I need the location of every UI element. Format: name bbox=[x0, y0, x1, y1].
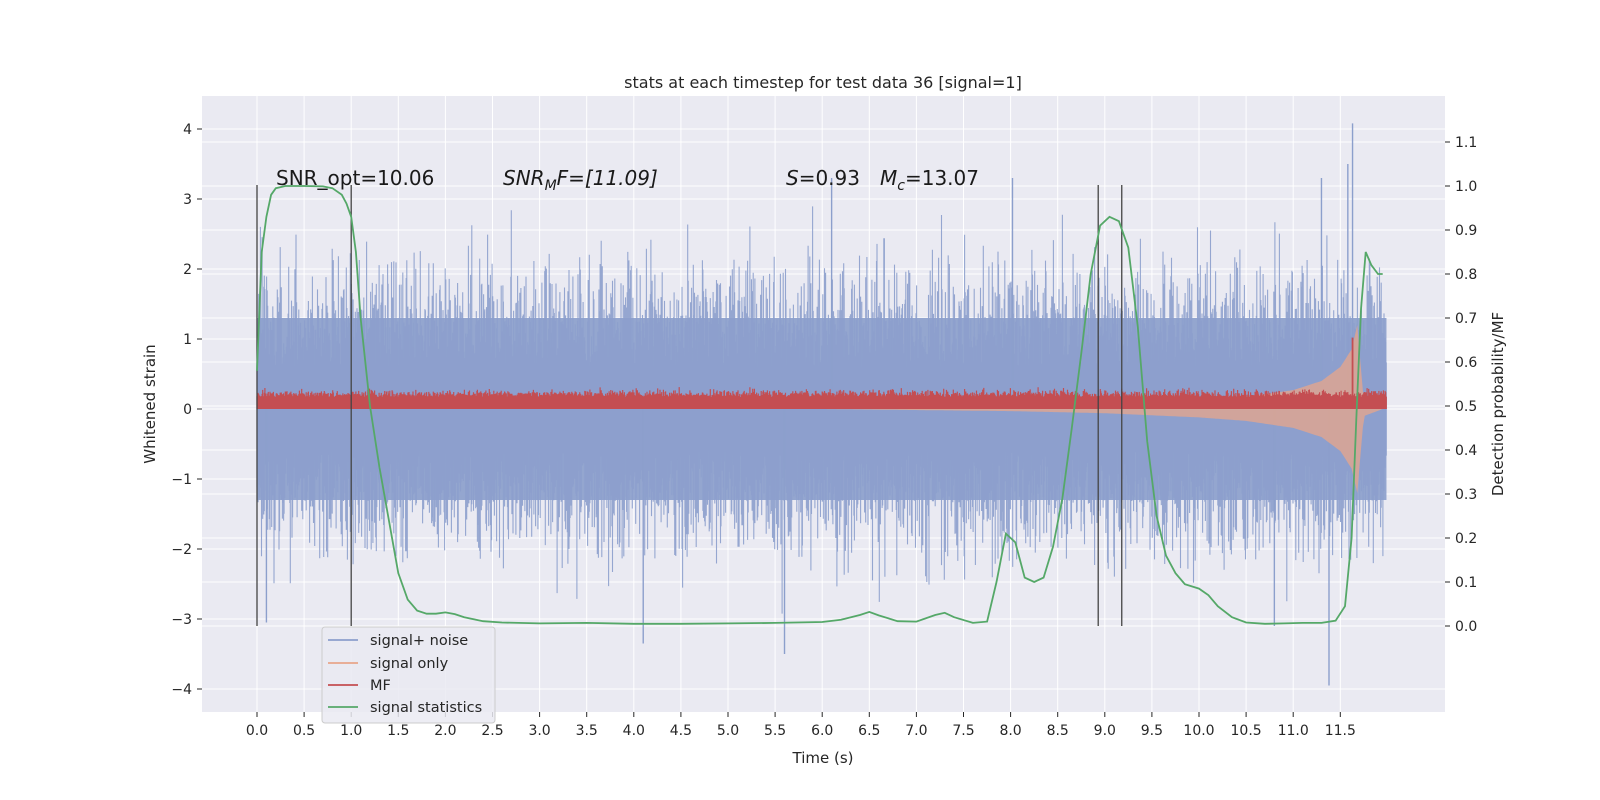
annotation-mc-subscript: c bbox=[897, 178, 905, 194]
y-tick-label: 1 bbox=[183, 332, 192, 348]
signal-statistics-line bbox=[256, 185, 1383, 625]
legend: signal+ noise signal only MF signal stat… bbox=[321, 626, 496, 724]
y2-tick-label: 0.8 bbox=[1455, 267, 1477, 283]
chart-title: stats at each timestep for test data 36 … bbox=[624, 73, 1022, 92]
legend-label-signal-only: signal only bbox=[370, 656, 449, 672]
x-tick-label: 1.0 bbox=[340, 723, 362, 739]
x-tick-label: 5.5 bbox=[764, 723, 786, 739]
y2-tick-label: 0.0 bbox=[1455, 619, 1477, 635]
annotation-mc-value: =13.07 bbox=[905, 166, 979, 190]
x-tick-label: 9.0 bbox=[1094, 723, 1116, 739]
x-tick-label: 2.0 bbox=[434, 723, 456, 739]
y-tick-label: −4 bbox=[171, 682, 192, 698]
y2-tick-label: 1.1 bbox=[1455, 135, 1477, 151]
legend-label-signal-statistics: signal statistics bbox=[370, 700, 482, 716]
y2-axis-ticks: 1.1 1.0 0.9 0.8 0.7 0.6 0.5 0.4 0.3 0.2 0.1 0.0 bbox=[1445, 135, 1477, 635]
x-tick-label: 8.5 bbox=[1047, 723, 1069, 739]
annotation-s: S=0.93 bbox=[786, 166, 860, 190]
x-tick-label: 0.5 bbox=[293, 723, 315, 739]
x-tick-label: 8.0 bbox=[999, 723, 1021, 739]
y2-tick-label: 0.2 bbox=[1455, 531, 1477, 547]
y2-tick-label: 0.7 bbox=[1455, 311, 1477, 327]
annotation-s-value: =0.93 bbox=[799, 166, 860, 190]
x-tick-label: 4.0 bbox=[623, 723, 645, 739]
annotation-snr-mf: SNRMF=[11.09] bbox=[503, 166, 658, 194]
annotation-snr-mf-symbol: SNR bbox=[503, 166, 545, 190]
y2-tick-label: 0.9 bbox=[1455, 223, 1477, 239]
y2-tick-label: 0.5 bbox=[1455, 399, 1477, 415]
y-tick-label: 2 bbox=[183, 262, 192, 278]
legend-box bbox=[321, 626, 496, 724]
x-tick-label: 2.5 bbox=[481, 723, 503, 739]
annotation-mc-symbol: M bbox=[880, 166, 897, 190]
y-tick-label: 0 bbox=[183, 402, 192, 418]
annotation-snr-mf-subscript: M bbox=[545, 178, 557, 194]
y2-tick-label: 0.3 bbox=[1455, 487, 1477, 503]
y2-axis-label: Detection probability/MF bbox=[1489, 312, 1507, 496]
annotation-snr-opt: SNR_opt=10.06 bbox=[276, 166, 434, 190]
x-tick-label: 3.0 bbox=[528, 723, 550, 739]
x-tick-label: 10.0 bbox=[1183, 723, 1214, 739]
y-tick-label: 3 bbox=[183, 192, 192, 208]
y2-tick-label: 0.1 bbox=[1455, 575, 1477, 591]
x-tick-label: 0.0 bbox=[246, 723, 268, 739]
x-tick-label: 6.5 bbox=[858, 723, 880, 739]
signal-statistics-series bbox=[256, 185, 1383, 625]
y-tick-label: −1 bbox=[171, 472, 192, 488]
x-tick-label: 4.5 bbox=[670, 723, 692, 739]
y-tick-label: −3 bbox=[171, 612, 192, 628]
x-tick-label: 9.5 bbox=[1141, 723, 1163, 739]
x-tick-label: 11.5 bbox=[1325, 723, 1356, 739]
y-axis-ticks: 4 3 2 1 0 −1 −2 −3 −4 bbox=[171, 122, 202, 698]
annotation-mc: Mc=13.07 bbox=[880, 166, 979, 194]
y-tick-label: 4 bbox=[183, 122, 192, 138]
y-tick-label: −2 bbox=[171, 542, 192, 558]
x-tick-label: 7.5 bbox=[952, 723, 974, 739]
x-tick-label: 1.5 bbox=[387, 723, 409, 739]
mf-series bbox=[256, 337, 1387, 409]
y-axis-label: Whitened strain bbox=[141, 344, 159, 463]
annotations: SNR_opt=10.06 SNRMF=[11.09] S=0.93 Mc=13… bbox=[276, 166, 979, 194]
legend-label-mf: MF bbox=[370, 678, 391, 694]
x-tick-label: 5.0 bbox=[717, 723, 739, 739]
x-tick-label: 11.0 bbox=[1278, 723, 1309, 739]
y2-tick-label: 1.0 bbox=[1455, 179, 1477, 195]
y2-tick-label: 0.6 bbox=[1455, 355, 1477, 371]
x-tick-label: 3.5 bbox=[576, 723, 598, 739]
x-axis-ticks: 0.0 0.5 1.0 1.5 2.0 2.5 3.0 3.5 4.0 4.5 5.0 5.5 6.0 6… bbox=[246, 712, 1356, 739]
x-axis-label: Time (s) bbox=[792, 749, 854, 767]
y2-tick-label: 0.4 bbox=[1455, 443, 1477, 459]
annotation-s-symbol: S bbox=[786, 166, 799, 190]
legend-label-signal-noise: signal+ noise bbox=[370, 633, 468, 649]
annotation-snr-mf-value: F=[11.09] bbox=[557, 166, 658, 190]
x-tick-label: 7.0 bbox=[905, 723, 927, 739]
x-tick-label: 10.5 bbox=[1231, 723, 1262, 739]
x-tick-label: 6.0 bbox=[811, 723, 833, 739]
vertical-markers bbox=[256, 185, 1123, 626]
